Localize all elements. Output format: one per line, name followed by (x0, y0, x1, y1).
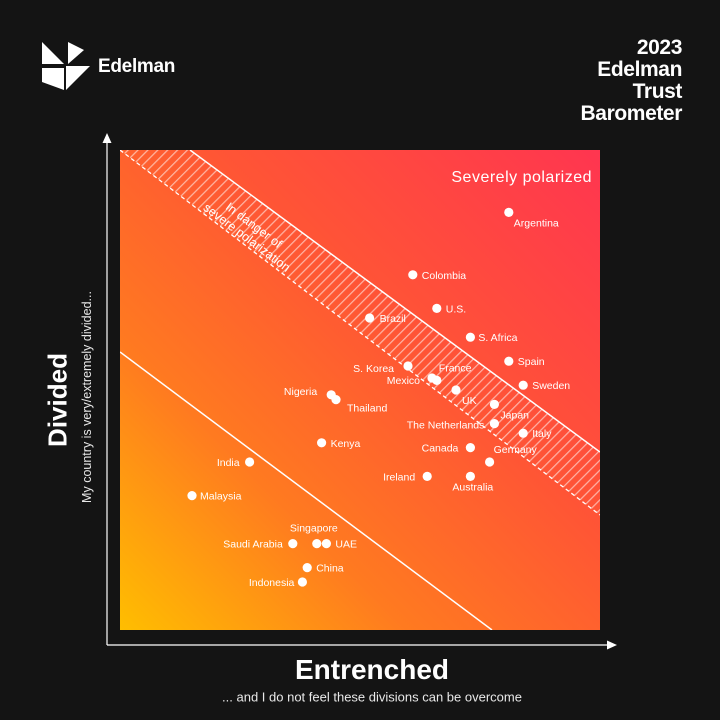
data-point (403, 361, 413, 371)
data-point (427, 373, 437, 383)
data-point-label: The Netherlands (407, 420, 485, 432)
data-point (518, 428, 528, 438)
logo-text: Edelman (98, 56, 176, 77)
data-point-label: Italy (532, 428, 552, 440)
report-title-line: Edelman (597, 58, 682, 81)
data-point (465, 471, 475, 481)
data-point-label: Australia (452, 481, 493, 493)
data-point-label: China (316, 563, 344, 575)
data-point-label: Canada (422, 443, 459, 455)
data-point-label: Sweden (532, 380, 570, 392)
data-point (465, 332, 475, 342)
report-title: 2023 Edelman Trust Barometer (580, 36, 683, 125)
data-point (432, 303, 442, 313)
data-point (321, 539, 331, 549)
data-point (489, 419, 499, 429)
data-point-label: Germany (494, 444, 538, 456)
data-point-label: Malaysia (200, 491, 242, 503)
data-point (187, 491, 197, 501)
y-axis-arrow (102, 133, 112, 143)
data-point-label: U.S. (446, 303, 466, 315)
data-point-label: Kenya (331, 438, 361, 450)
data-point-label: Spain (518, 356, 545, 368)
data-point-label: Nigeria (284, 386, 317, 398)
data-point (518, 380, 528, 390)
data-point-label: S. Africa (478, 332, 517, 344)
data-point-label: India (217, 457, 240, 469)
edelman-logo: Edelman (42, 42, 175, 92)
data-point-label: Thailand (347, 403, 387, 415)
y-axis-subtitle: My country is very/extremely divided... (80, 291, 94, 503)
data-point-label: Colombia (422, 270, 467, 282)
region-label-severely-polarized: Severely polarized (451, 169, 592, 186)
data-point-label: Ireland (383, 471, 415, 483)
data-points: Argentina Colombia U.S. Brazil S. AfricaSpai… (187, 207, 570, 589)
data-point (302, 563, 312, 573)
x-axis-arrow (607, 640, 617, 650)
moderate-boundary (120, 351, 493, 630)
y-axis-title: Divided (42, 353, 73, 447)
data-point-label: Brazil (380, 313, 406, 325)
x-axis-subtitle: ... and I do not feel these divisions ca… (222, 689, 522, 705)
danger-boundary (120, 150, 600, 516)
data-point (317, 438, 327, 448)
data-point (504, 207, 514, 217)
data-point-label: Singapore (290, 523, 338, 535)
data-point-label: Japan (500, 409, 529, 421)
data-point (331, 395, 341, 405)
data-point (422, 471, 432, 481)
data-point (489, 399, 499, 409)
data-point (365, 313, 375, 323)
report-title-line: Barometer (580, 102, 683, 125)
x-axis-title: Entrenched (294, 654, 450, 685)
data-point-label: France (439, 362, 472, 374)
data-point-label: UAE (335, 539, 357, 551)
data-point (297, 577, 307, 587)
data-point (288, 539, 298, 549)
data-point-label: Argentina (514, 217, 559, 229)
data-point-label: Mexico (387, 375, 420, 387)
data-point (451, 385, 461, 395)
report-title-line: 2023 (636, 36, 683, 59)
data-point (312, 539, 322, 549)
report-title-line: Trust (632, 80, 683, 103)
data-point-label: Indonesia (249, 577, 295, 589)
data-point-label: S. Korea (353, 363, 394, 375)
polarized-boundary (189, 150, 600, 453)
data-point (465, 443, 475, 453)
data-point (408, 270, 418, 280)
data-point (485, 457, 495, 467)
data-point (504, 356, 514, 366)
data-point (245, 457, 255, 467)
edelman-logo-icon (42, 42, 90, 90)
plot-background (120, 150, 600, 630)
data-point-label: UK (462, 395, 477, 407)
data-point-label: Saudi Arabia (223, 539, 283, 551)
